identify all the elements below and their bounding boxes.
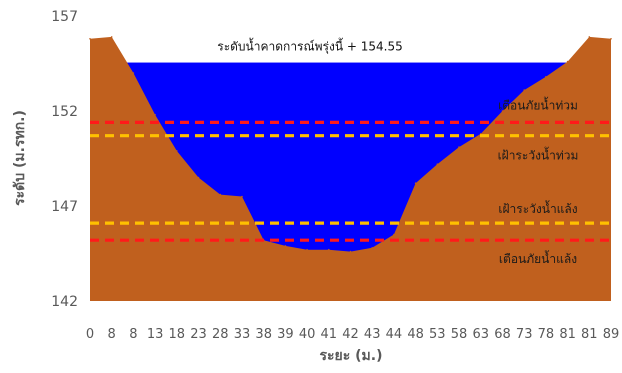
ground-point [132,72,135,74]
x-tick-label: 81 [581,327,598,342]
y-axis-title: ระดับ (ม.รทก.) [12,110,28,206]
x-tick-label: 48 [407,327,424,342]
x-tick-label: 53 [429,327,446,342]
ground-point [89,38,91,40]
reference-line-label: เฝ้าระวังน้ำแล้ง [498,200,577,216]
annotations: เตือนภัยน้ำท่วมเฝ้าระวังน้ำท่วมเฝ้าระวัง… [217,38,578,267]
x-axis-ticks: 0 8 8 13 18 23 28 33 38 39 40 41 42 43 44 48 53 58 63 68 73 7… [86,327,619,342]
reference-lines [90,120,611,242]
ground-point [241,195,243,198]
x-tick-label: 58 [451,327,468,342]
ground-point [176,150,178,152]
ground-point [393,233,395,236]
y-axis-ticks: 142 147 152 157 [51,9,78,310]
ground-profile-area [90,36,611,302]
x-tick-label: 89 [603,327,620,342]
x-tick-label: 63 [473,327,490,342]
ground-point [523,89,525,91]
plot-area [89,16,612,302]
ground-point [284,245,287,247]
ground-point [458,146,460,148]
ground-point [219,193,222,196]
ground-point [197,176,200,179]
x-tick-label: 13 [147,327,164,342]
x-tick-label: 39 [277,327,294,342]
ground-point [414,182,417,184]
x-axis-title: ระยะ (ม.) [320,348,383,364]
x-tick-label: 68 [494,327,511,342]
x-tick-label: 40 [299,327,316,342]
reference-line-label: เตือนภัยน้ำแล้ง [499,250,577,266]
ground-point [349,250,352,253]
reference-line-label: เฝ้าระวังน้ำท่วม [498,147,579,163]
reference-line-label: เตือนภัยน้ำท่วม [498,96,578,112]
y-tick-label: 147 [51,199,78,215]
x-tick-label: 18 [169,327,186,342]
x-tick-label: 33 [234,327,251,342]
x-tick-label: 28 [212,327,229,342]
ground-point [371,247,374,249]
x-tick-label: 81 [559,327,576,342]
x-tick-label: 44 [386,327,403,342]
ground-point [328,248,330,251]
ground-point [501,110,504,112]
ground-point [154,114,156,116]
y-tick-label: 157 [51,9,78,25]
x-tick-label: 23 [190,327,207,342]
x-tick-label: 0 [86,327,94,342]
x-tick-label: 38 [255,327,272,342]
x-tick-label: 43 [364,327,381,342]
water-level-label: ระดับน้ำคาดการณ์พรุ่งนี้ + 154.55 [217,38,402,55]
x-tick-label: 42 [342,327,359,342]
ground-point [545,76,547,78]
ground-point [306,248,308,251]
y-tick-label: 152 [51,104,78,120]
ground-point [110,36,113,38]
ground-point [566,60,569,63]
y-tick-label: 142 [51,294,78,310]
ground-point [610,38,612,40]
ground-point [588,36,591,38]
x-tick-label: 8 [129,327,137,342]
x-tick-label: 73 [516,327,533,342]
x-tick-label: 8 [108,327,116,342]
x-tick-label: 41 [321,327,338,342]
ground-point [436,163,439,165]
x-tick-label: 78 [538,327,555,342]
